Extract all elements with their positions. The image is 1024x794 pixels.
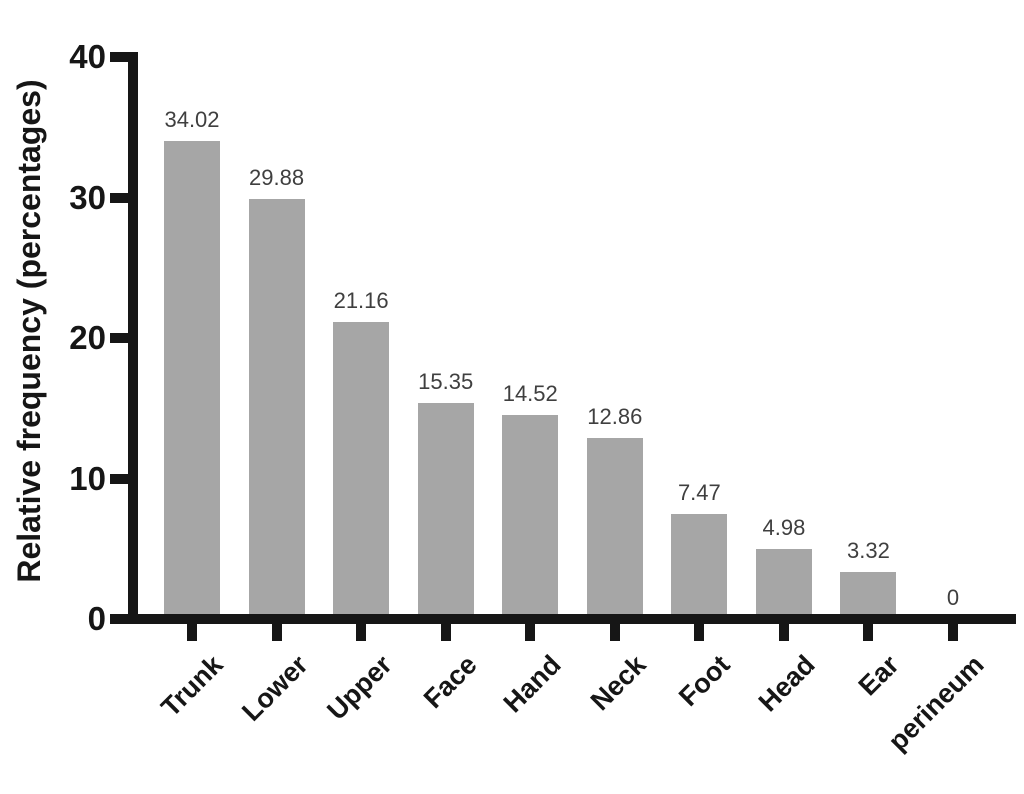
y-tick-label: 40 [69,38,106,75]
y-tick [110,614,128,624]
x-tick [187,624,197,641]
y-tick [110,192,128,203]
x-tick [271,624,282,641]
x-tick [356,624,367,641]
y-tick-label: 0 [87,600,106,637]
bar-value-label: 7.47 [677,480,721,506]
x-tick [778,624,789,641]
x-tick [525,624,536,641]
y-tick-label: 20 [69,319,106,356]
bar-value-label: 12.86 [587,404,643,430]
bar-value-label: 21.16 [333,287,389,313]
bar-trunk [164,141,220,619]
y-tick-label: 10 [69,459,106,497]
bar-value-label: 0 [946,585,960,610]
x-axis-line [128,614,1016,624]
bar-value-label: 34.02 [164,107,220,133]
x-tick [440,624,451,641]
bar-face [417,403,474,619]
bar-foot [671,514,728,619]
bar-value-label: 3.32 [847,538,890,564]
bar-ear [840,572,897,619]
x-tick [948,624,959,641]
bar-value-label: 15.35 [418,369,474,395]
bar-neck [586,438,643,619]
bar-head [755,549,812,619]
y-axis-line [128,52,138,624]
y-tick-label: 30 [69,178,106,216]
bar-value-label: 4.98 [762,515,806,541]
bar-value-label: 14.52 [502,380,558,406]
x-tick [609,624,620,641]
bar-value-label: 29.88 [249,165,305,191]
y-tick [110,333,128,343]
bar-lower [248,199,305,619]
bar-hand [502,414,559,619]
x-tick [863,624,874,641]
y-tick [110,473,128,484]
bar-upper [333,321,390,619]
y-tick [110,52,128,62]
x-tick [694,624,705,641]
